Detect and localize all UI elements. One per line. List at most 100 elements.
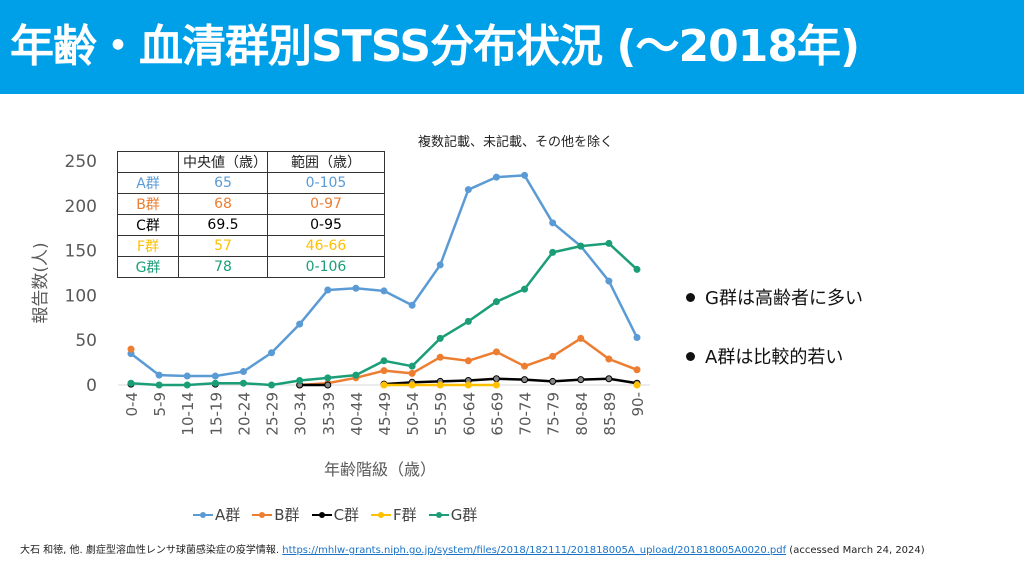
legend-line-marker-icon — [428, 511, 449, 518]
slide-title: 年齢・血清群別STSS分布状況 (～2018年) — [10, 21, 860, 72]
data-point — [239, 368, 247, 376]
legend-label: G群 — [450, 506, 478, 524]
x-tick-label: 60-64 — [460, 392, 478, 436]
x-tick-label: 55-59 — [432, 392, 450, 436]
x-tick-label: 50-54 — [404, 392, 422, 436]
y-tick-label: 100 — [65, 286, 97, 306]
data-point — [408, 362, 416, 370]
x-tick-label: 45-49 — [376, 392, 394, 436]
data-point — [605, 277, 613, 285]
table-cell-median: 65 — [178, 172, 268, 194]
data-point — [268, 349, 276, 357]
x-tick-label: 75-79 — [545, 392, 563, 436]
table-cell-group: F群 — [117, 235, 179, 257]
data-point — [127, 345, 135, 353]
data-point — [380, 381, 388, 389]
data-point — [464, 381, 472, 389]
table-cell-median: 69.5 — [178, 214, 268, 236]
data-point — [464, 186, 472, 194]
data-point — [324, 374, 332, 382]
x-tick-label: 30-34 — [292, 392, 310, 436]
legend-item: F群 — [371, 504, 417, 525]
series-line-C群 — [383, 377, 638, 386]
data-point — [380, 357, 388, 365]
table-row: F群 57 46-66 — [117, 235, 385, 257]
table-row: C群 69.5 0-95 — [117, 214, 385, 236]
table-header-row: 中央値（歳） 範囲（歳） — [117, 151, 385, 173]
table-cell-range: 0-97 — [267, 193, 385, 215]
data-point — [436, 353, 444, 361]
data-point — [352, 284, 360, 292]
table-cell-group: A群 — [117, 172, 179, 194]
data-point — [605, 375, 613, 383]
data-point — [380, 287, 388, 295]
y-tick-label: 200 — [65, 197, 97, 217]
median-range-table: 中央値（歳） 範囲（歳） A群 65 0-105 B群 68 0-97 C群 6… — [117, 151, 385, 278]
legend-item: A群 — [193, 504, 240, 525]
data-point — [239, 379, 247, 387]
table-header-median: 中央値（歳） — [178, 151, 268, 173]
bullet-text: A群は比較的若い — [705, 347, 844, 368]
y-tick-label: 50 — [75, 331, 97, 351]
data-point — [408, 301, 416, 309]
title-banner: 年齢・血清群別STSS分布状況 (～2018年) — [0, 0, 1024, 94]
x-tick-label: 25-29 — [264, 392, 282, 436]
data-point — [183, 381, 191, 389]
data-point — [155, 371, 163, 379]
table-cell-group: B群 — [117, 193, 179, 215]
x-tick-label: 35-39 — [320, 392, 338, 436]
legend-line-marker-icon — [193, 511, 213, 518]
table-header-group — [117, 151, 179, 173]
bullet-item: G群は高齢者に多い — [686, 283, 863, 311]
data-point — [464, 357, 472, 365]
data-point — [211, 372, 219, 380]
exclusion-note: 複数記載、未記載、その他を除く — [418, 135, 614, 150]
data-point — [268, 381, 276, 389]
data-point — [155, 381, 163, 389]
x-tick-label: 5-9 — [151, 392, 169, 417]
table-cell-median: 57 — [178, 235, 268, 257]
bullet-text: G群は高齢者に多い — [705, 288, 863, 309]
table-cell-median: 68 — [178, 193, 268, 215]
x-tick-label: 15-19 — [207, 392, 225, 436]
chart-legend: A群 B群 C群 F群 G群 — [193, 504, 477, 525]
x-tick-label: 0-4 — [123, 392, 141, 417]
table-cell-range: 0-106 — [267, 256, 385, 278]
data-point — [436, 381, 444, 389]
legend-label: B群 — [274, 506, 300, 524]
table-cell-range: 0-95 — [267, 214, 385, 236]
data-point — [492, 381, 500, 389]
data-point — [296, 377, 304, 385]
table-cell-group: G群 — [117, 256, 179, 278]
table-row: B群 68 0-97 — [117, 193, 385, 215]
legend-line-marker-icon — [311, 511, 332, 518]
data-point — [633, 381, 641, 389]
data-point — [549, 248, 557, 256]
x-tick-label: 40-44 — [348, 392, 366, 436]
data-point — [633, 334, 641, 342]
table-header-range: 範囲（歳） — [267, 151, 385, 173]
data-point — [577, 376, 585, 384]
legend-item: B群 — [252, 504, 300, 525]
legend-item: C群 — [311, 504, 360, 525]
source-link[interactable]: https://mhlw-grants.niph.go.jp/system/fi… — [282, 545, 787, 556]
x-axis-label: 年齢階級（歳） — [324, 460, 436, 479]
y-axis-label: 報告数(人) — [31, 242, 51, 323]
x-tick-label: 85-89 — [601, 392, 619, 436]
bullet-dot-icon — [686, 351, 695, 361]
table-cell-range: 46-66 — [267, 235, 385, 257]
table-cell-range: 0-105 — [267, 172, 385, 194]
legend-label: C群 — [333, 506, 360, 524]
x-tick-label: 65-69 — [488, 392, 506, 436]
y-tick-label: 250 — [65, 152, 97, 172]
x-tick-label: 80-84 — [573, 392, 591, 436]
data-point — [324, 381, 332, 389]
x-tick-label: 10-14 — [179, 392, 197, 436]
table-cell-median: 78 — [178, 256, 268, 278]
data-point — [380, 367, 388, 375]
legend-line-marker-icon — [371, 511, 392, 518]
citation-footer: 大石 和徳, 他. 劇症型溶血性レンサ球菌感染症の疫学情報. https://m… — [20, 541, 925, 556]
legend-label: A群 — [215, 506, 241, 524]
data-point — [408, 369, 416, 377]
